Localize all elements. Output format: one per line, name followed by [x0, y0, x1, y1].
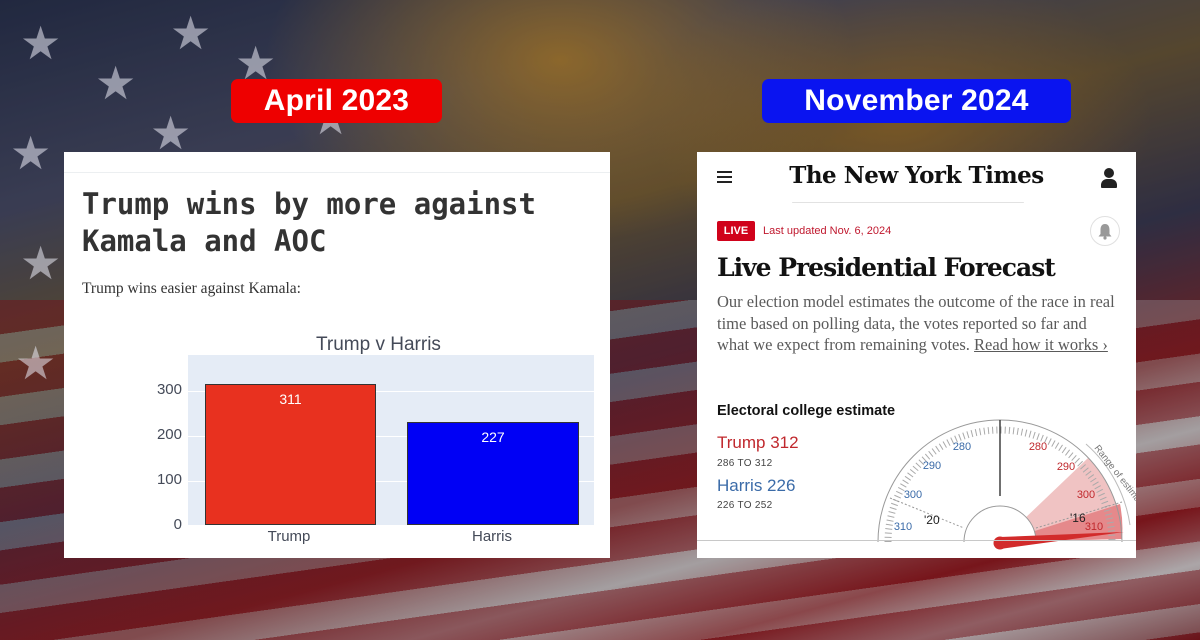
svg-text:290: 290: [923, 460, 941, 472]
flag-star-icon: ★: [170, 7, 212, 59]
description-text: Our election model estimates the outcome…: [717, 292, 1115, 354]
forecast-description: Our election model estimates the outcome…: [717, 291, 1117, 356]
y-tick: 0: [173, 516, 182, 533]
notification-bell-button[interactable]: [1090, 216, 1120, 246]
read-how-it-works-link[interactable]: Read how it works ›: [974, 335, 1108, 354]
harris-estimate: Harris 226: [717, 476, 796, 495]
electoral-gauge: 280 290 300 310 280 290 300 310 '20 '16 …: [877, 419, 1136, 550]
flag-star-icon: ★: [235, 37, 277, 89]
bar-value-harris: 227: [481, 429, 505, 445]
flag-star-icon: ★: [95, 57, 137, 109]
last-updated-text: Last updated Nov. 6, 2024: [763, 225, 892, 237]
flag-star-icon: ★: [20, 237, 62, 289]
svg-text:300: 300: [904, 489, 922, 501]
flag-star-icon: ★: [10, 127, 52, 179]
trump-range: 286 TO 312: [717, 458, 773, 469]
account-icon[interactable]: [1100, 168, 1118, 188]
april-2023-label: April 2023: [231, 79, 442, 123]
nyt-forecast-card: The New York Times LIVE Last updated Nov…: [697, 152, 1136, 558]
hamburger-menu-icon[interactable]: [717, 171, 732, 186]
gauge-baseline: [697, 540, 1136, 541]
forecast-title: Live Presidential Forecast: [717, 253, 1056, 282]
svg-text:300: 300: [1077, 489, 1095, 501]
gridline: [188, 391, 594, 392]
svg-text:280: 280: [953, 441, 971, 453]
svg-text:'20: '20: [924, 513, 940, 527]
flag-star-icon: ★: [15, 337, 57, 389]
gridline: [188, 481, 594, 482]
post-title: Trump wins by more against Kamala and AO…: [82, 187, 536, 258]
electoral-college-heading: Electoral college estimate: [717, 403, 896, 419]
flag-star-icon: ★: [20, 17, 62, 69]
svg-text:310: 310: [894, 521, 912, 533]
y-tick: 100: [156, 471, 182, 488]
svg-text:'16: '16: [1070, 511, 1086, 525]
harris-range: 226 TO 252: [717, 500, 773, 511]
bar-harris[interactable]: 227: [407, 422, 579, 525]
november-2024-label: November 2024: [762, 79, 1071, 123]
bar-chart-plot-area: 311 227: [188, 355, 594, 525]
bar-trump[interactable]: 311: [205, 384, 376, 525]
flag-star-icon: ★: [150, 107, 192, 159]
x-tick-trump: Trump: [267, 528, 311, 545]
live-badge: LIVE: [717, 221, 755, 241]
nyt-logo[interactable]: The New York Times: [789, 162, 1044, 189]
gridline: [188, 436, 594, 437]
trump-estimate: Trump 312: [717, 433, 799, 452]
header-divider: [64, 172, 610, 173]
blog-post-card: Trump wins by more against Kamala and AO…: [64, 152, 610, 558]
svg-text:290: 290: [1057, 461, 1075, 473]
bell-icon: [1098, 223, 1112, 240]
svg-text:310: 310: [1085, 521, 1103, 533]
bar-value-trump: 311: [279, 391, 302, 407]
header-divider: [792, 202, 1024, 203]
chart-title: Trump v Harris: [316, 334, 441, 355]
svg-text:280: 280: [1029, 441, 1047, 453]
y-tick: 200: [156, 426, 182, 443]
post-subtitle: Trump wins easier against Kamala:: [82, 280, 301, 297]
y-tick: 300: [156, 381, 182, 398]
x-tick-harris: Harris: [472, 528, 512, 545]
